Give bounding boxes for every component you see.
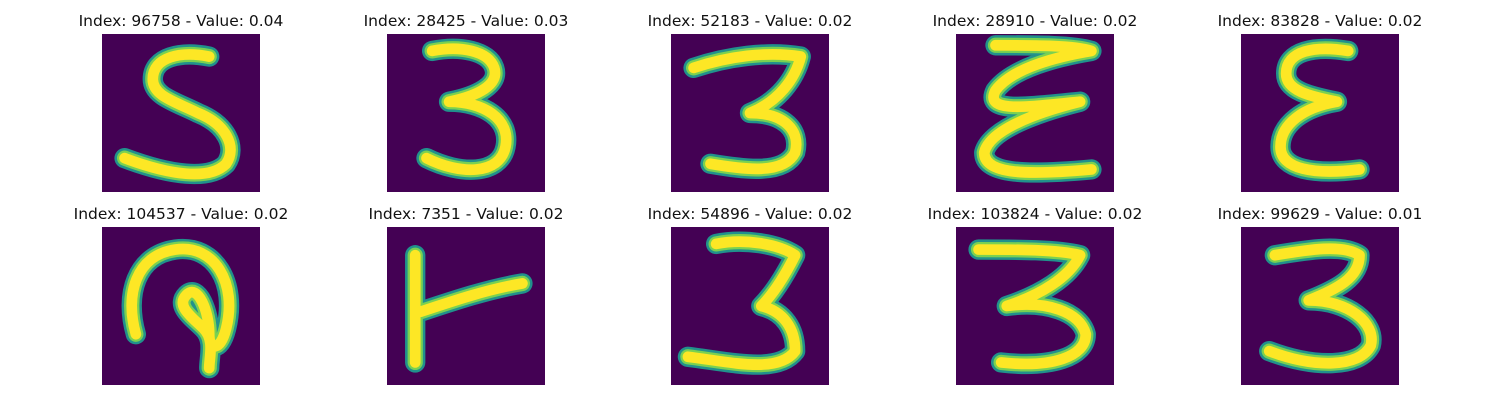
digit-image-2: [387, 34, 545, 192]
panel-title-3: Index: 52183 - Value: 0.02: [647, 12, 853, 30]
image-panel-1: Index: 96758 - Value: 0.04: [79, 12, 283, 192]
digit-image-6: [102, 227, 260, 385]
stroke-core: [1275, 43, 1365, 177]
panel-title-2: Index: 28425 - Value: 0.03: [363, 12, 569, 30]
image-panel-7: Index: 7351 - Value: 0.02: [369, 205, 563, 385]
panel-title-6: Index: 104537 - Value: 0.02: [73, 205, 289, 223]
panel-title-7: Index: 7351 - Value: 0.02: [368, 205, 564, 223]
digit-image-4: [956, 34, 1114, 192]
digit-image-9: [956, 227, 1114, 385]
panel-title-1: Index: 96758 - Value: 0.04: [78, 12, 284, 30]
panel-title-8: Index: 54896 - Value: 0.02: [647, 205, 853, 223]
panel-title-10: Index: 99629 - Value: 0.01: [1217, 205, 1423, 223]
digit-image-8: [671, 227, 829, 385]
digit-image-3: [671, 34, 829, 192]
digit-image-5: [1241, 34, 1399, 192]
stroke-core: [119, 49, 236, 180]
panel-title-4: Index: 28910 - Value: 0.02: [932, 12, 1138, 30]
stroke-core: [126, 243, 235, 374]
digit-image-7: [387, 227, 545, 385]
image-panel-6: Index: 104537 - Value: 0.02: [74, 205, 288, 385]
image-panel-3: Index: 52183 - Value: 0.02: [648, 12, 852, 192]
stroke-core: [978, 39, 1097, 178]
digit-image-1: [102, 34, 260, 192]
stroke-core: [421, 43, 512, 176]
stroke-core: [1263, 243, 1377, 369]
image-panel-8: Index: 54896 - Value: 0.02: [648, 205, 852, 385]
stroke-core: [409, 249, 528, 368]
image-panel-4: Index: 28910 - Value: 0.02: [933, 12, 1137, 192]
panel-title-9: Index: 103824 - Value: 0.02: [927, 205, 1143, 223]
digit-image-10: [1241, 227, 1399, 385]
image-panel-5: Index: 83828 - Value: 0.02: [1218, 12, 1422, 192]
image-panel-2: Index: 28425 - Value: 0.03: [364, 12, 568, 192]
stroke-core: [682, 236, 801, 371]
image-panel-9: Index: 103824 - Value: 0.02: [928, 205, 1142, 385]
stroke-core: [688, 48, 807, 175]
stroke-core: [973, 244, 1092, 370]
image-panel-10: Index: 99629 - Value: 0.01: [1218, 205, 1422, 385]
panel-title-5: Index: 83828 - Value: 0.02: [1217, 12, 1423, 30]
